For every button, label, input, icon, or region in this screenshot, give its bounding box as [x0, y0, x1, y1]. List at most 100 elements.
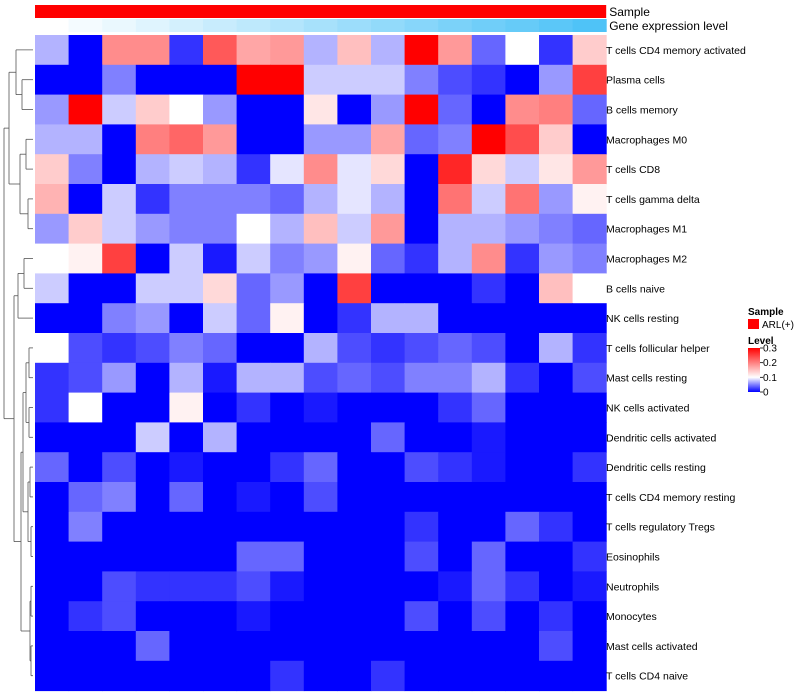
row-label: Neutrophils	[606, 581, 659, 593]
heatmap-cell	[236, 243, 271, 274]
row-label: Macrophages M0	[606, 134, 687, 146]
heatmap-cell	[68, 35, 103, 66]
heatmap-cell	[203, 601, 238, 632]
heatmap-cell	[303, 64, 338, 96]
heatmap-cell	[236, 362, 271, 394]
heatmap-cell	[505, 660, 540, 692]
heatmap-cell	[337, 184, 372, 215]
heatmap-cell	[505, 94, 540, 125]
heatmap-cell	[236, 184, 271, 215]
heatmap-cell	[404, 213, 439, 245]
row-label: Monocytes	[606, 611, 657, 623]
heatmap-cell	[471, 571, 506, 602]
heatmap-cell	[471, 362, 506, 394]
heatmap-cell	[471, 64, 506, 96]
heatmap-cell	[471, 541, 506, 572]
heatmap-cell	[539, 601, 574, 632]
heatmap-cell	[505, 541, 540, 572]
heatmap-cell	[505, 303, 540, 334]
heatmap-cell	[203, 511, 238, 543]
heatmap-cell	[337, 124, 372, 155]
heatmap-cell	[438, 452, 473, 483]
heatmap-cell	[303, 660, 338, 692]
heatmap-cell	[505, 601, 540, 632]
heatmap-cell	[203, 482, 238, 513]
row-label: NK cells activated	[606, 403, 690, 415]
heatmap-cell	[303, 184, 338, 215]
heatmap-cell	[505, 35, 540, 66]
heatmap-cell	[203, 213, 238, 245]
heatmap-cell	[135, 392, 170, 423]
heatmap-cell	[572, 452, 607, 483]
heatmap-cell	[236, 94, 271, 125]
heatmap-cell	[337, 64, 372, 96]
heatmap-cell	[236, 482, 271, 513]
gene-expression-track-cell	[337, 19, 372, 32]
heatmap-cell	[169, 422, 204, 453]
row-label: T cells regulatory Tregs	[606, 522, 715, 534]
heatmap-cell	[438, 511, 473, 543]
heatmap-cell	[337, 452, 372, 483]
heatmap-cell	[371, 660, 406, 692]
heatmap-cell	[505, 571, 540, 602]
heatmap-cell	[203, 124, 238, 155]
heatmap-cell	[572, 482, 607, 513]
heatmap-cell	[169, 333, 204, 364]
heatmap-cell	[68, 541, 103, 572]
heatmap-cell	[371, 184, 406, 215]
heatmap-cell	[270, 303, 305, 334]
heatmap-cell	[303, 213, 338, 245]
heatmap-cell	[572, 64, 607, 96]
heatmap-cell	[505, 273, 540, 304]
heatmap-cell	[371, 124, 406, 155]
heatmap-cell	[337, 303, 372, 334]
heatmap-cell	[270, 154, 305, 185]
row-label: Macrophages M2	[606, 254, 687, 266]
heatmap-cell	[102, 571, 137, 602]
row-label: Mast cells activated	[606, 641, 698, 653]
heatmap-cell	[539, 362, 574, 394]
heatmap-cell	[102, 601, 137, 632]
row-label: Plasma cells	[606, 75, 665, 87]
gene-expression-track-cell	[102, 19, 137, 32]
heatmap-cell	[270, 184, 305, 215]
heatmap-cell	[236, 422, 271, 453]
heatmap-cell	[371, 213, 406, 245]
heatmap-cell	[505, 362, 540, 394]
heatmap-cell	[68, 94, 103, 125]
heatmap-cell	[236, 35, 271, 66]
heatmap-cell	[35, 392, 70, 423]
heatmap-cell	[303, 571, 338, 602]
heatmap-cell	[203, 631, 238, 662]
heatmap-cell	[438, 482, 473, 513]
heatmap-cell	[505, 631, 540, 662]
heatmap-cell	[337, 35, 372, 66]
heatmap-cell	[404, 94, 439, 125]
heatmap-cell	[371, 154, 406, 185]
heatmap-cell	[68, 303, 103, 334]
heatmap-cell	[303, 511, 338, 543]
heatmap-cell	[438, 660, 473, 692]
heatmap-cell	[270, 64, 305, 96]
legend-sample-title: Sample	[748, 307, 784, 318]
heatmap-cell	[539, 333, 574, 364]
row-labels: T cells CD4 memory activated Plasma cells…	[606, 45, 746, 683]
heatmap-cell	[471, 303, 506, 334]
heatmap-cell	[135, 303, 170, 334]
heatmap-cell	[35, 184, 70, 215]
heatmap-cell	[236, 154, 271, 185]
heatmap-cell	[203, 541, 238, 572]
heatmap-cell	[135, 452, 170, 483]
heatmap-cell	[404, 124, 439, 155]
row-label: Mast cells resting	[606, 373, 687, 385]
heatmap-cell	[35, 631, 70, 662]
track-label: Sample	[609, 5, 650, 19]
heatmap-cell	[371, 35, 406, 66]
heatmap-cell	[236, 541, 271, 572]
heatmap-cell	[35, 482, 70, 513]
heatmap-cell	[68, 452, 103, 483]
gene-expression-track-cell	[68, 19, 103, 32]
heatmap-cell	[404, 660, 439, 692]
heatmap-cell	[135, 333, 170, 364]
